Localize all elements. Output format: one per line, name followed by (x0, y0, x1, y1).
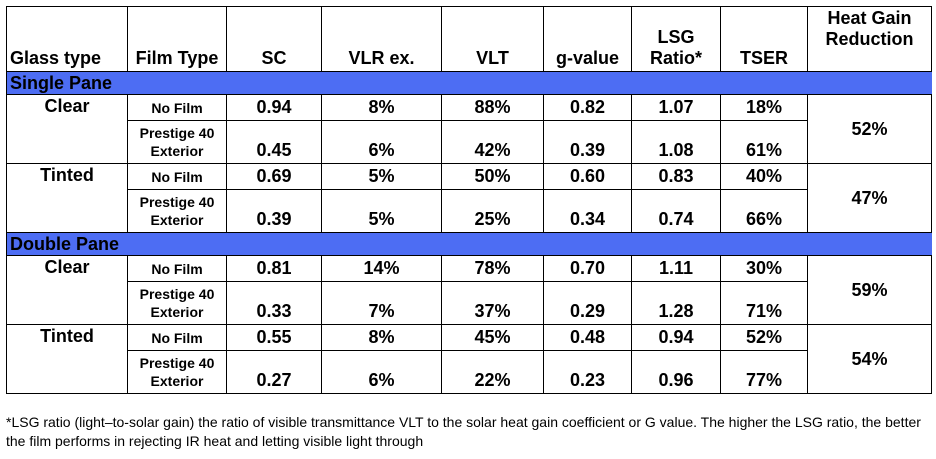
table-row: Prestige 40 Exterior 0.39 5% 25% 0.34 0.74 66% (7, 189, 932, 233)
section-label: Single Pane (6, 71, 932, 95)
sc-cell: 0.33 (226, 281, 322, 325)
heat-gain-reduction-cell: 52% (807, 94, 932, 164)
vlt-cell: 88% (441, 94, 544, 121)
vlr-ex-cell: 5% (321, 189, 442, 233)
film-type-cell: No Film (127, 94, 227, 121)
film-type-cell: No Film (127, 255, 227, 282)
header-vlt: VLT (441, 6, 544, 72)
vlt-cell: 37% (441, 281, 544, 325)
vlr-ex-cell: 6% (321, 350, 442, 394)
g-value-cell: 0.34 (543, 189, 632, 233)
vlt-cell: 25% (441, 189, 544, 233)
sc-cell: 0.94 (226, 94, 322, 121)
film-type-cell: Prestige 40 Exterior (127, 120, 227, 164)
sc-cell: 0.27 (226, 350, 322, 394)
sc-cell: 0.69 (226, 163, 322, 190)
table-row: Prestige 40 Exterior 0.33 7% 37% 0.29 1.28 71% (7, 281, 932, 325)
header-g-value: g-value (543, 6, 632, 72)
tser-cell: 18% (720, 94, 808, 121)
tser-cell: 66% (720, 189, 808, 233)
film-performance-table: Glass type Film Type SC VLR ex. VLT g-va… (6, 6, 932, 394)
tser-cell: 77% (720, 350, 808, 394)
g-value-cell: 0.60 (543, 163, 632, 190)
sc-cell: 0.81 (226, 255, 322, 282)
header-sc: SC (226, 6, 322, 72)
vlt-cell: 78% (441, 255, 544, 282)
vlr-ex-cell: 8% (321, 324, 442, 351)
tser-cell: 40% (720, 163, 808, 190)
heat-gain-reduction-cell: 54% (807, 324, 932, 394)
film-type-cell: Prestige 40 Exterior (127, 189, 227, 233)
table-row: Clear No Film 0.81 14% 78% 0.70 1.11 30% 59% (6, 255, 932, 325)
vlr-ex-cell: 14% (321, 255, 442, 282)
vlr-ex-cell: 5% (321, 163, 442, 190)
vlt-cell: 42% (441, 120, 544, 164)
header-vlr-ex: VLR ex. (321, 6, 442, 72)
header-tser: TSER (720, 6, 808, 72)
tser-cell: 30% (720, 255, 808, 282)
footnote: *LSG ratio (light–to-solar gain) the rat… (6, 414, 921, 449)
sc-cell: 0.45 (226, 120, 322, 164)
lsg-ratio-cell: 1.11 (631, 255, 721, 282)
table-row: Clear No Film 0.94 8% 88% 0.82 1.07 18% 52% (6, 94, 932, 164)
film-type-cell: No Film (127, 163, 227, 190)
header-film-type: Film Type (127, 6, 227, 72)
section-row: Double Pane (6, 232, 932, 256)
glass-type-cell: Tinted (6, 324, 128, 394)
g-value-cell: 0.82 (543, 94, 632, 121)
vlr-ex-cell: 6% (321, 120, 442, 164)
film-type-cell: Prestige 40 Exterior (127, 281, 227, 325)
header-heat-gain-reduction: Heat Gain Reduction (807, 6, 932, 72)
table-row: Prestige 40 Exterior 0.27 6% 22% 0.23 0.96 77% (7, 350, 932, 394)
vlt-cell: 45% (441, 324, 544, 351)
lsg-ratio-cell: 0.83 (631, 163, 721, 190)
header-lsg-ratio: LSG Ratio* (631, 6, 721, 72)
glass-type-cell: Clear (6, 94, 128, 164)
glass-type-cell: Tinted (6, 163, 128, 233)
film-type-cell: Prestige 40 Exterior (127, 350, 227, 394)
g-value-cell: 0.39 (543, 120, 632, 164)
tser-cell: 71% (720, 281, 808, 325)
section-label: Double Pane (6, 232, 932, 256)
g-value-cell: 0.23 (543, 350, 632, 394)
vlt-cell: 22% (441, 350, 544, 394)
g-value-cell: 0.48 (543, 324, 632, 351)
lsg-ratio-cell: 1.07 (631, 94, 721, 121)
sc-cell: 0.39 (226, 189, 322, 233)
table-row: Tinted No Film 0.55 8% 45% 0.48 0.94 52% 54% (6, 324, 932, 394)
vlt-cell: 50% (441, 163, 544, 190)
glass-type-cell: Clear (6, 255, 128, 325)
lsg-ratio-cell: 0.94 (631, 324, 721, 351)
lsg-ratio-cell: 0.74 (631, 189, 721, 233)
table-row: Prestige 40 Exterior 0.45 6% 42% 0.39 1.08 61% (7, 120, 932, 164)
g-value-cell: 0.29 (543, 281, 632, 325)
heat-gain-reduction-cell: 59% (807, 255, 932, 325)
header-row: Glass type Film Type SC VLR ex. VLT g-va… (6, 6, 932, 72)
tser-cell: 61% (720, 120, 808, 164)
sc-cell: 0.55 (226, 324, 322, 351)
vlr-ex-cell: 7% (321, 281, 442, 325)
table-body: Single Pane Clear No Film 0.94 8% 88% 0.82 1.07… (6, 71, 932, 394)
section-row: Single Pane (6, 71, 932, 95)
g-value-cell: 0.70 (543, 255, 632, 282)
lsg-ratio-cell: 1.08 (631, 120, 721, 164)
film-type-cell: No Film (127, 324, 227, 351)
vlr-ex-cell: 8% (321, 94, 442, 121)
header-glass-type: Glass type (6, 6, 128, 72)
lsg-ratio-cell: 1.28 (631, 281, 721, 325)
tser-cell: 52% (720, 324, 808, 351)
table-row: Tinted No Film 0.69 5% 50% 0.60 0.83 40% 47% (6, 163, 932, 233)
heat-gain-reduction-cell: 47% (807, 163, 932, 233)
lsg-ratio-cell: 0.96 (631, 350, 721, 394)
